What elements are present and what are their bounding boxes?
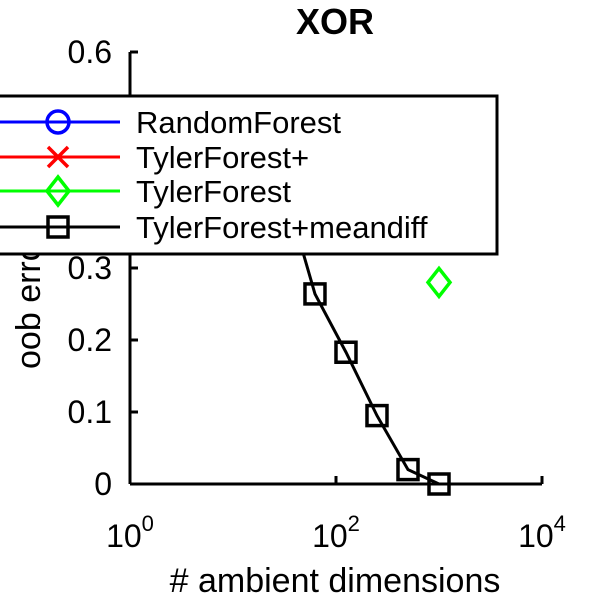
x-tick-label-1: 102: [312, 511, 360, 554]
series-line-3: [293, 224, 440, 486]
x-axis-label: # ambient dimensions: [170, 562, 501, 600]
legend-label-0: RandomForest: [136, 105, 341, 140]
y-tick-label-1: 0.1: [68, 394, 112, 430]
ticks: 0 0.1 0.2 0.3 0.6 100 102 104: [68, 34, 566, 554]
y-tick-label-4: 0.6: [68, 34, 112, 70]
series-2-point-0: [425, 265, 453, 300]
legend: RandomForestTylerForest+TylerForestTyler…: [0, 94, 499, 256]
series-3-point-1: [303, 282, 327, 306]
y-tick-label-2: 0.2: [68, 322, 112, 358]
series-3-point-4: [396, 457, 420, 482]
x-tick-label-2: 104: [518, 511, 566, 554]
series-3-point-3: [365, 403, 389, 428]
legend-marker-0: [45, 109, 71, 135]
legend-label-2: TylerForest: [136, 174, 291, 209]
y-tick-label-3: 0.3: [68, 250, 112, 286]
series-3-point-2: [334, 340, 358, 364]
legend-marker-2: [44, 174, 72, 208]
legend-label-1: TylerForest+: [136, 140, 309, 175]
legend-marker-1: [46, 145, 70, 169]
chart-title: XOR: [296, 1, 374, 42]
plot-area: [283, 213, 453, 496]
x-tick-label-0: 100: [106, 511, 154, 554]
legend-marker-3: [46, 215, 70, 239]
y-tick-label-0: 0: [94, 466, 112, 502]
legend-label-3: TylerForest+meandiff: [136, 210, 428, 245]
